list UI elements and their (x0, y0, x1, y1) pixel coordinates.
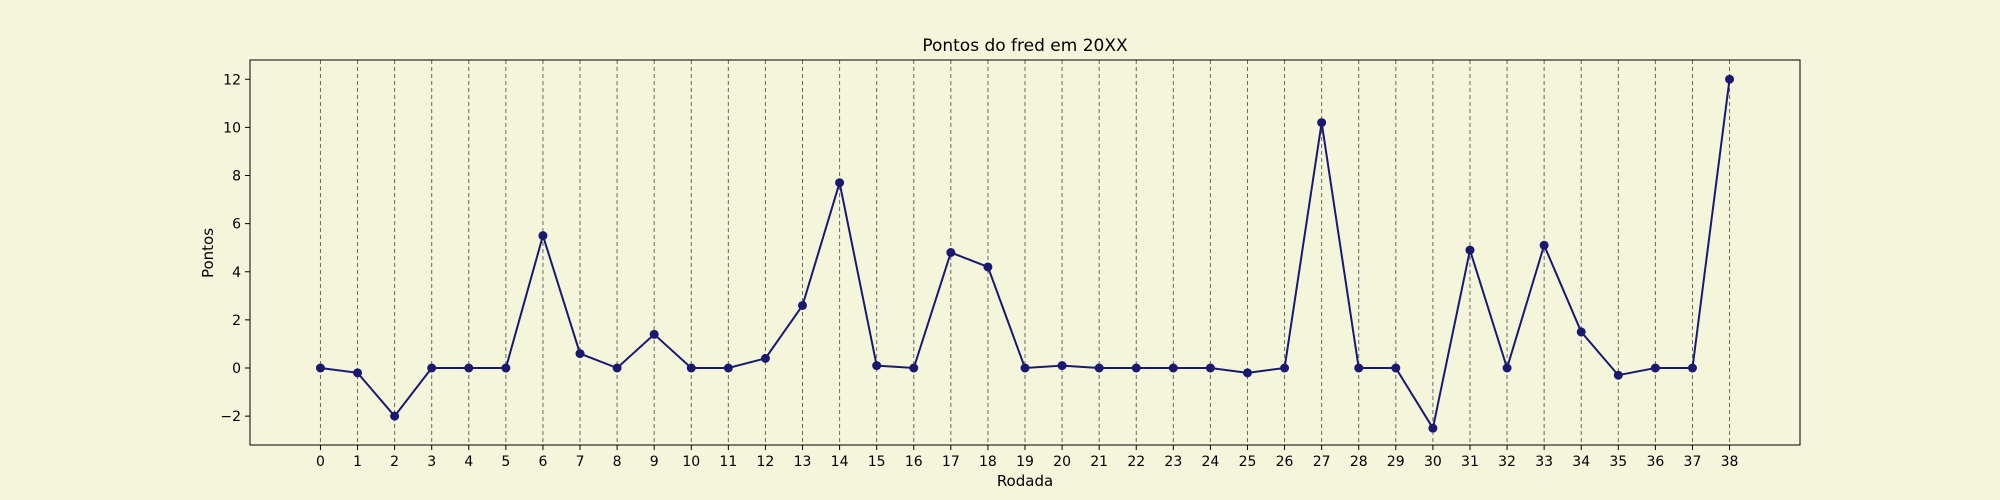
x-tick-label: 14 (831, 454, 849, 470)
x-tick-label: 37 (1684, 454, 1702, 470)
y-tick-label: 8 (232, 169, 241, 185)
x-tick-label: 29 (1387, 454, 1405, 470)
x-tick-label: 8 (613, 454, 622, 470)
x-tick-label: 7 (576, 454, 585, 470)
data-point (798, 300, 808, 310)
y-tick-label: 12 (223, 72, 241, 88)
x-tick-label: 33 (1535, 454, 1553, 470)
data-point (1280, 363, 1290, 373)
x-tick-label: 13 (794, 454, 812, 470)
x-tick-label: 27 (1313, 454, 1331, 470)
data-point (1613, 370, 1623, 380)
x-tick-label: 15 (868, 454, 886, 470)
data-point (760, 353, 770, 363)
data-point (538, 231, 548, 241)
data-point (686, 363, 696, 373)
x-tick-label: 34 (1572, 454, 1590, 470)
data-point (1725, 74, 1735, 84)
y-tick-label: 0 (232, 361, 241, 377)
data-point (835, 178, 845, 188)
grid-lines (319, 60, 1731, 445)
x-tick-label: 3 (427, 454, 436, 470)
data-point (464, 363, 474, 373)
x-tick-label: 11 (719, 454, 737, 470)
y-axis-ticks: −2 0 2 4 6 8 10 12 (220, 72, 250, 425)
data-point (1057, 361, 1067, 371)
x-tick-label: 20 (1053, 454, 1071, 470)
data-point (1576, 327, 1586, 337)
data-point (909, 363, 919, 373)
data-point (1205, 363, 1215, 373)
x-tick-label: 9 (650, 454, 659, 470)
data-point (1428, 423, 1438, 433)
x-tick-label: 25 (1239, 454, 1257, 470)
y-tick-label: 2 (232, 313, 241, 329)
data-point (1650, 363, 1660, 373)
series-pontos (315, 74, 1735, 433)
data-point (1317, 118, 1327, 128)
x-tick-label: 5 (501, 454, 510, 470)
x-tick-label: 32 (1498, 454, 1516, 470)
data-point (723, 363, 733, 373)
data-point (1354, 363, 1364, 373)
data-point (612, 363, 622, 373)
x-tick-label: 22 (1127, 454, 1145, 470)
x-tick-label: 17 (942, 454, 960, 470)
data-point (1539, 240, 1549, 250)
data-point (983, 262, 993, 272)
chart-title: Pontos do fred em 20XX (922, 36, 1128, 56)
y-tick-label: 6 (232, 217, 241, 233)
data-point (1131, 363, 1141, 373)
data-point (1391, 363, 1401, 373)
data-point (946, 248, 956, 257)
data-point (1465, 245, 1475, 255)
x-tick-label: 23 (1164, 454, 1182, 470)
x-tick-label: 4 (464, 454, 473, 470)
data-point (1687, 363, 1697, 373)
data-point (1168, 363, 1178, 373)
data-point (575, 349, 585, 359)
data-point (1020, 363, 1030, 373)
x-tick-label: 12 (757, 454, 775, 470)
x-tick-label: 6 (538, 454, 547, 470)
x-tick-label: 21 (1090, 454, 1108, 470)
data-point (427, 363, 437, 373)
x-tick-label: 26 (1276, 454, 1294, 470)
x-tick-label: 31 (1461, 454, 1479, 470)
x-tick-label: 2 (390, 454, 399, 470)
data-point (501, 363, 511, 373)
data-point (1502, 363, 1512, 373)
y-tick-label: −2 (220, 409, 241, 425)
data-point (1242, 368, 1252, 378)
x-tick-label: 24 (1201, 454, 1219, 470)
x-tick-label: 1 (353, 454, 362, 470)
y-axis-title: Pontos (199, 228, 217, 278)
data-point (1094, 363, 1104, 373)
x-tick-label: 18 (979, 454, 997, 470)
x-tick-label: 36 (1646, 454, 1664, 470)
data-point (649, 329, 659, 339)
x-tick-label: 30 (1424, 454, 1442, 470)
x-axis-title: Rodada (997, 472, 1053, 490)
x-tick-label: 0 (316, 454, 325, 470)
data-point (390, 411, 400, 421)
y-tick-label: 4 (232, 265, 241, 281)
x-axis-ticks: 0 1 2 3 4 5 6 7 8 9 10 11 12 13 14 15 16 17 18 19 20 21 22 23 24… (316, 445, 1738, 470)
y-tick-label: 10 (223, 120, 241, 136)
x-tick-label: 19 (1016, 454, 1034, 470)
x-tick-label: 10 (682, 454, 700, 470)
data-point (872, 361, 882, 371)
x-tick-label: 16 (905, 454, 923, 470)
x-tick-label: 28 (1350, 454, 1368, 470)
data-point (315, 363, 325, 373)
data-point (353, 368, 363, 378)
x-tick-label: 38 (1721, 454, 1739, 470)
x-tick-label: 35 (1609, 454, 1627, 470)
